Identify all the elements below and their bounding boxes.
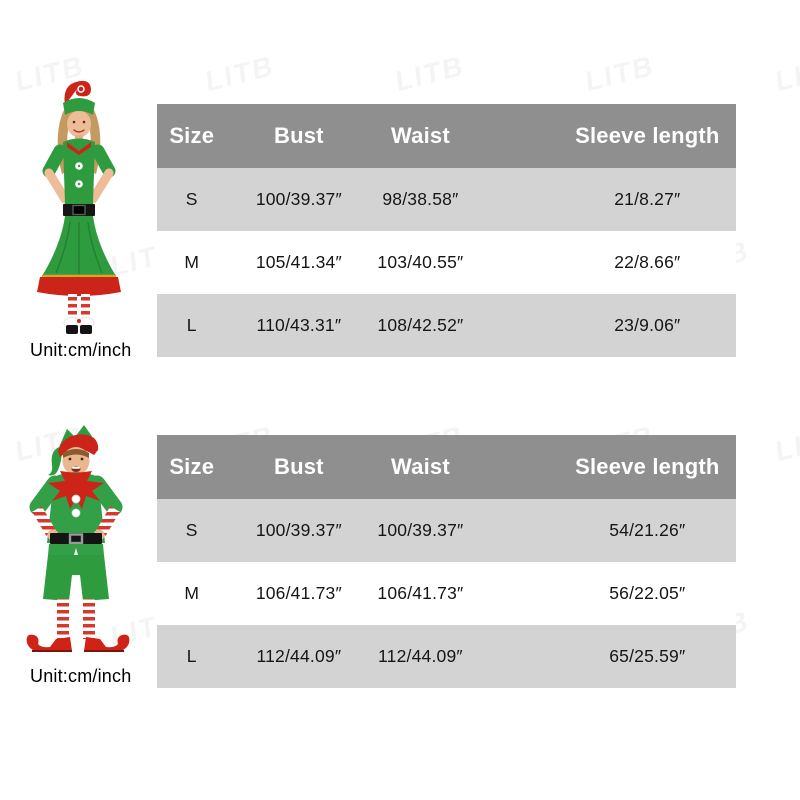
- column-header-sleeve-length: Sleeve length: [469, 104, 736, 168]
- table-row-l: L 112/44.09″ 112/44.09″ 65/25.59″: [157, 625, 736, 688]
- cell-size: S: [157, 168, 227, 231]
- cell-sleeve-length: 65/25.59″: [469, 625, 736, 688]
- table-row-m: M 105/41.34″ 103/40.55″ 22/8.66″: [157, 231, 736, 294]
- cell-size: L: [157, 625, 227, 688]
- litb-watermark: LITB: [204, 49, 276, 98]
- unit-label-men: Unit:cm/inch: [30, 666, 132, 686]
- men-size-table: Size Bust Waist Sleeve length S 100/39.3…: [157, 435, 736, 688]
- cell-bust: 110/43.31″: [226, 294, 372, 357]
- litb-watermark: LITB: [774, 49, 800, 98]
- cell-waist: 112/44.09″: [371, 625, 470, 688]
- cell-sleeve-length: 21/8.27″: [469, 168, 736, 231]
- cell-waist: 106/41.73″: [371, 562, 470, 625]
- cell-bust: 100/39.37″: [226, 168, 372, 231]
- column-header-sleeve-length: Sleeve length: [469, 435, 736, 499]
- cell-sleeve-length: 23/9.06″: [469, 294, 736, 357]
- table-row-m: M 106/41.73″ 106/41.73″ 56/22.05″: [157, 562, 736, 625]
- cell-size: M: [157, 231, 227, 294]
- litb-watermark: LITB: [584, 49, 656, 98]
- women-size-table: Size Bust Waist Sleeve length S 100/39.3…: [157, 104, 736, 357]
- cell-sleeve-length: 54/21.26″: [469, 499, 736, 562]
- column-header-bust: Bust: [226, 104, 372, 168]
- cell-waist: 108/42.52″: [371, 294, 470, 357]
- cell-waist: 103/40.55″: [371, 231, 470, 294]
- table-row-l: L 110/43.31″ 108/42.52″ 23/9.06″: [157, 294, 736, 357]
- men-costume-image: [26, 425, 130, 652]
- cell-sleeve-length: 22/8.66″: [469, 231, 736, 294]
- table-header-row: Size Bust Waist Sleeve length: [157, 104, 736, 168]
- cell-bust: 105/41.34″: [226, 231, 372, 294]
- table-row-s: S 100/39.37″ 100/39.37″ 54/21.26″: [157, 499, 736, 562]
- women-costume-image: [37, 80, 121, 334]
- column-header-size: Size: [157, 104, 227, 168]
- cell-bust: 106/41.73″: [226, 562, 372, 625]
- cell-size: M: [157, 562, 227, 625]
- cell-waist: 98/38.58″: [371, 168, 470, 231]
- column-header-size: Size: [157, 435, 227, 499]
- cell-size: L: [157, 294, 227, 357]
- cell-waist: 100/39.37″: [371, 499, 470, 562]
- litb-watermark: LITB: [394, 49, 466, 98]
- column-header-waist: Waist: [371, 104, 470, 168]
- unit-label-women: Unit:cm/inch: [30, 340, 132, 360]
- cell-size: S: [157, 499, 227, 562]
- table-row-s: S 100/39.37″ 98/38.58″ 21/8.27″: [157, 168, 736, 231]
- column-header-bust: Bust: [226, 435, 372, 499]
- cell-bust: 112/44.09″: [226, 625, 372, 688]
- table-header-row: Size Bust Waist Sleeve length: [157, 435, 736, 499]
- column-header-waist: Waist: [371, 435, 470, 499]
- cell-sleeve-length: 56/22.05″: [469, 562, 736, 625]
- litb-watermark: LITB: [774, 419, 800, 468]
- cell-bust: 100/39.37″: [226, 499, 372, 562]
